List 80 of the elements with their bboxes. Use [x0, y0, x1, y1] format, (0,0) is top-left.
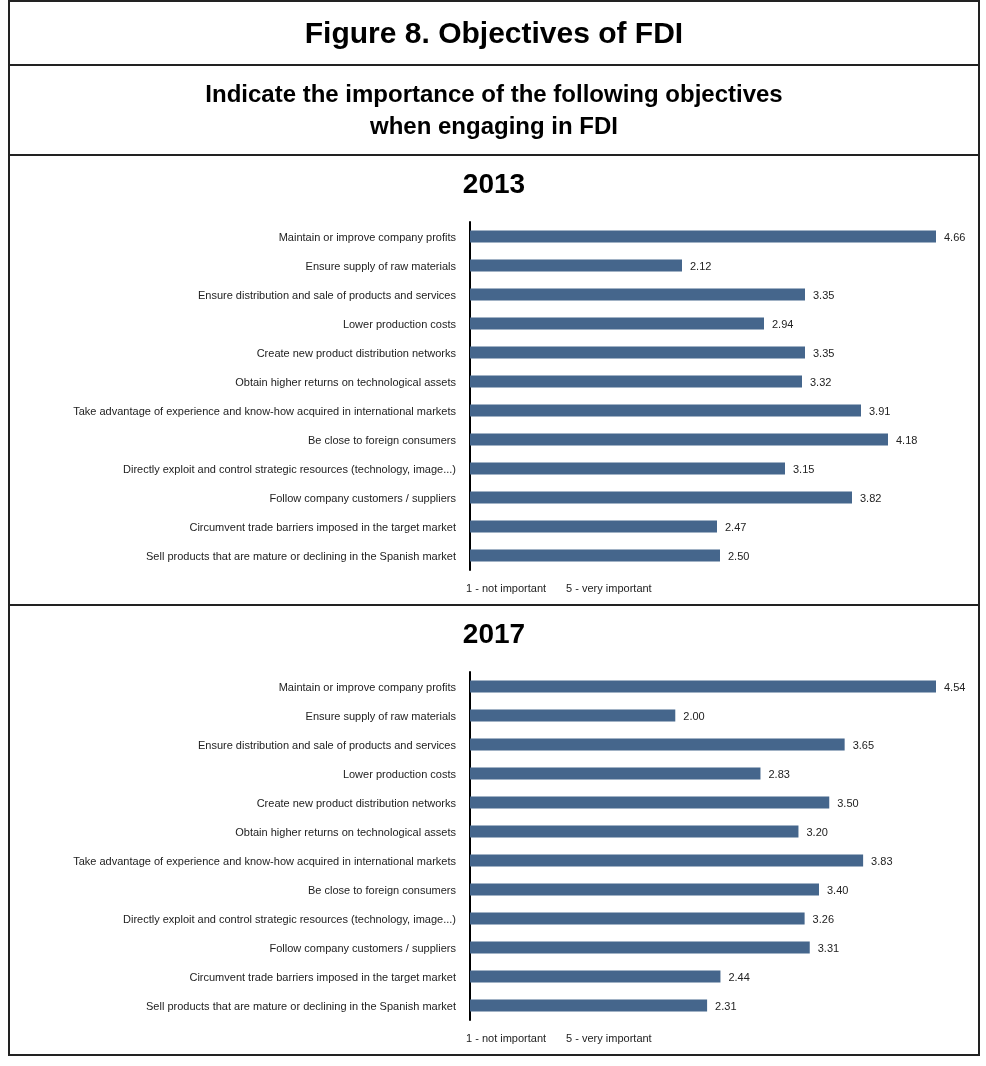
text: 5 - very important — [566, 1032, 652, 1044]
bar — [470, 375, 802, 388]
bar — [470, 288, 805, 301]
bar — [470, 941, 810, 954]
data-label: 3.83 — [871, 854, 893, 867]
data-label: 3.82 — [860, 491, 882, 504]
y-tick-label: Maintain or improve company profits — [278, 680, 457, 693]
bar — [470, 883, 819, 896]
data-label: 2.44 — [728, 970, 750, 983]
y-tick-label: Create new product distribution networks — [256, 796, 457, 809]
bar — [470, 709, 676, 722]
y-tick-label: Ensure distribution and sale of products and services — [197, 288, 457, 301]
bar — [470, 404, 861, 417]
chart-title: 2017 — [461, 618, 527, 650]
data-label: 3.91 — [869, 404, 891, 417]
y-tick-label: Take advantage of experience and know-how acquired in international markets — [73, 404, 457, 417]
bar — [470, 796, 830, 809]
y-tick-label: Be close to foreign consumers — [308, 433, 457, 446]
y-tick-label: Create new product distribution networks — [256, 346, 457, 359]
data-label: 2.94 — [772, 317, 794, 330]
data-label: 2.31 — [715, 999, 737, 1012]
y-tick-label: Directly exploit and control strategic resources (technology, image...) — [123, 912, 456, 925]
data-label: 2.50 — [728, 549, 750, 562]
y-tick-label: Lower production costs — [342, 767, 457, 780]
bar — [470, 259, 682, 272]
y-tick-label: Ensure supply of raw materials — [305, 259, 457, 272]
data-label: 2.47 — [725, 520, 747, 533]
y-tick-label: Ensure supply of raw materials — [305, 709, 457, 722]
text: 5 - very important — [566, 582, 652, 594]
text: 1 - not important — [466, 1032, 547, 1044]
data-label: 2.12 — [690, 259, 712, 272]
y-tick-label: Circumvent trade barriers imposed in the target market — [189, 520, 456, 533]
y-tick-label: Ensure distribution and sale of products and services — [197, 738, 457, 751]
bar — [470, 230, 936, 243]
bar — [470, 462, 785, 475]
bar — [470, 738, 845, 751]
bar — [470, 999, 708, 1012]
bar — [470, 317, 764, 330]
bar — [470, 433, 888, 446]
y-tick-label: Obtain higher returns on technological assets — [235, 825, 457, 838]
data-label: 3.26 — [812, 912, 835, 925]
data-label: 2.83 — [768, 767, 790, 780]
text: Indicate the importance of the following objectives when engaging in FDI — [204, 79, 784, 141]
text: Figure 8. Objectives of FDI — [10, 2, 978, 66]
data-label: 3.31 — [817, 941, 840, 954]
bar — [470, 680, 936, 693]
y-tick-label: Sell products that are mature or declining in the Spanish market — [146, 999, 456, 1012]
y-tick-label: Follow company customers / suppliers — [269, 491, 457, 504]
data-label: 3.35 — [813, 346, 835, 359]
bar — [470, 970, 721, 983]
y-tick-label: Maintain or improve company profits — [278, 230, 457, 243]
data-label: 3.32 — [810, 375, 832, 388]
y-tick-label: Sell products that are mature or declining in the Spanish market — [146, 549, 456, 562]
data-label: 3.20 — [806, 825, 828, 838]
data-label: 4.66 — [944, 230, 966, 243]
data-label: 4.18 — [896, 433, 918, 446]
y-tick-label: Directly exploit and control strategic resources (technology, image...) — [123, 462, 456, 475]
bar — [470, 491, 852, 504]
bar — [470, 767, 761, 780]
text: 1 - not important — [466, 582, 547, 594]
data-label: 2.00 — [683, 709, 705, 722]
chart-title: 2013 — [461, 168, 527, 200]
data-label: 3.15 — [793, 462, 815, 475]
bar — [470, 549, 720, 562]
y-tick-label: Lower production costs — [342, 317, 457, 330]
data-label: 4.54 — [944, 680, 966, 693]
bar — [470, 825, 799, 838]
y-tick-label: Be close to foreign consumers — [308, 883, 457, 896]
data-label: 3.50 — [837, 796, 859, 809]
y-tick-label: Circumvent trade barriers imposed in the target market — [189, 970, 456, 983]
y-tick-label: Obtain higher returns on technological assets — [235, 375, 457, 388]
bar — [470, 520, 717, 533]
data-label: 3.35 — [813, 288, 835, 301]
data-label: 3.40 — [826, 883, 849, 896]
data-label: 3.65 — [852, 738, 875, 751]
y-tick-label: Take advantage of experience and know-how acquired in international markets — [73, 854, 457, 867]
bar — [470, 912, 805, 925]
bar — [470, 854, 864, 867]
bar — [470, 346, 805, 359]
y-tick-label: Follow company customers / suppliers — [269, 941, 457, 954]
